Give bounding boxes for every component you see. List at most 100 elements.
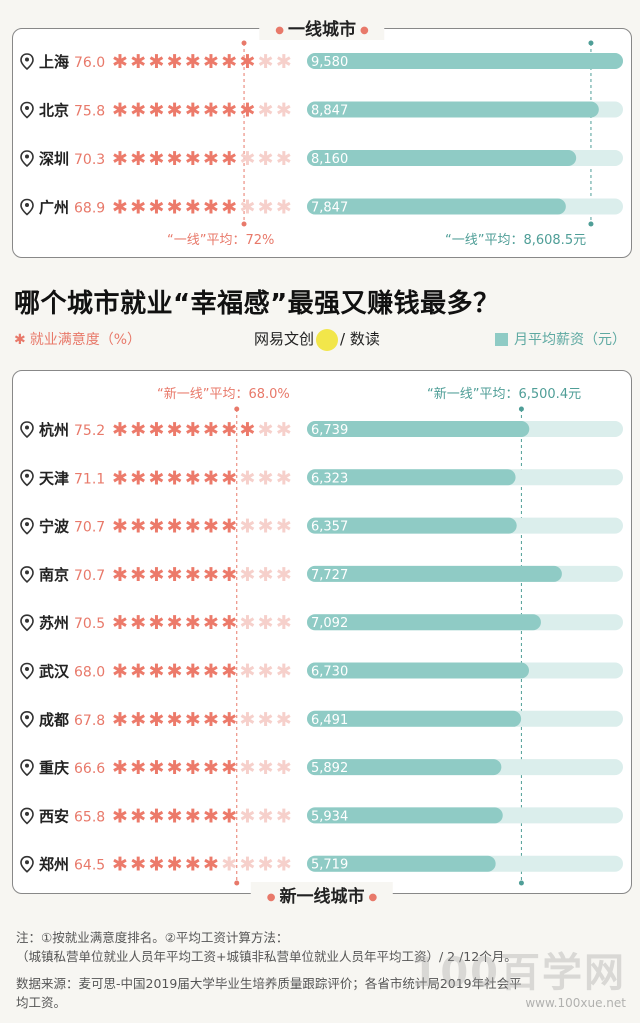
satisfaction-star: ✱ [112,467,128,489]
satisfaction-star: ✱ [276,612,292,634]
satisfaction-value: 70.7 [74,568,105,584]
location-pin-icon [20,566,34,583]
satisfaction-star: ✱ [276,564,292,586]
satisfaction-star: ✱ [167,467,183,489]
satisfaction-star: ✱ [112,516,128,538]
satisfaction-star: ✱ [239,100,255,122]
location-pin-icon [20,198,34,216]
source-line: 均工资。 [16,995,67,1010]
notes: 注：①按就业满意度排名。②平均工资计算方法： （城镇私营单位就业人员年平均工资+… [16,928,620,1012]
location-pin-icon [20,614,34,632]
satisfaction-star: ✱ [239,197,255,219]
satisfaction-value: 68.0 [74,665,105,681]
satisfaction-star: ✱ [203,100,219,122]
satisfaction-star: ✱ [167,709,183,731]
satisfaction-star: ✱ [276,757,292,779]
satisfaction-star: ✱ [203,564,219,586]
salary-bar [307,710,522,727]
satisfaction-star: ✱ [130,854,146,876]
satisfaction-star: ✱ [112,564,128,586]
headline: 哪个城市就业“幸福感”最强又赚钱最多？ [14,289,500,319]
satisfaction-star: ✱ [167,805,183,827]
satisfaction-star: ✱ [130,51,146,73]
satisfaction-star: ✱ [167,148,183,170]
satisfaction-star: ✱ [258,197,274,219]
satisfaction-star: ✱ [258,612,274,634]
satisfaction-star: ✱ [148,51,164,73]
pin-outline [20,198,34,216]
tier2-panel: 杭州 75.2 ✱ ✱ ✱ ✱ ✱ ✱ ✱ ✱ ✱ ✱ 6,739 天津 71.1 ✱ ✱ ✱ ✱ ✱ ✱ ✱ ✱ ✱ ✱ 6,3… [12,370,632,907]
satisfaction-star: ✱ [185,197,201,219]
satisfaction-star: ✱ [258,51,274,73]
avg-salary-label: “新一线”平均：6,500.4元 [427,386,581,402]
satisfaction-star: ✱ [185,661,201,683]
satisfaction-star: ✱ [112,51,128,73]
satisfaction-star: ✱ [167,419,183,441]
pin-dot [25,618,29,623]
satisfaction-star: ✱ [276,516,292,538]
pin-dot [25,473,29,478]
note-line: （城镇私营单位就业人员年平均工资+城镇非私营单位就业人员年平均工资）/ 2 /1… [16,949,517,964]
satisfaction-star: ✱ [130,709,146,731]
satisfaction-star: ✱ [258,661,274,683]
satisfaction-star: ✱ [203,516,219,538]
satisfaction-star: ✱ [221,854,237,876]
pin-dot [25,106,29,110]
satisfaction-star: ✱ [258,757,274,779]
city-label: 杭州 [39,421,69,439]
satisfaction-star: ✱ [148,709,164,731]
location-pin-icon [20,421,34,439]
satisfaction-star: ✱ [239,419,255,441]
satisfaction-star: ✱ [185,805,201,827]
avg-line-dot [234,880,240,886]
satisfaction-star: ✱ [167,612,183,634]
location-pin-icon [20,759,34,777]
satisfaction-star: ✱ [221,757,237,779]
satisfaction-star: ✱ [112,757,128,779]
satisfaction-star: ✱ [167,854,183,876]
satisfaction-value: 70.3 [74,152,105,168]
salary-value: 6,357 [311,520,348,535]
satisfaction-star: ✱ [112,100,128,122]
salary-bar [307,662,529,679]
satisfaction-star: ✱ [239,51,255,73]
salary-value: 8,847 [311,104,348,119]
legend: ✱ 就业满意度（%） 网易文创 / 数读 月平均薪资（元） [14,328,626,351]
satisfaction-star: ✱ [167,516,183,538]
city-label: 上海 [39,53,69,71]
satisfaction-star: ✱ [185,467,201,489]
pin-outline [20,807,34,825]
satisfaction-star: ✱ [148,419,164,441]
salary-value: 9,580 [311,55,348,70]
pin-outline [20,150,34,168]
satisfaction-value: 68.9 [74,201,105,217]
salary-bar [307,759,502,776]
satisfaction-star: ✱ [221,148,237,170]
satisfaction-star: ✱ [203,51,219,73]
location-pin-icon [20,469,34,487]
satisfaction-star: ✱ [148,854,164,876]
satisfaction-star: ✱ [167,661,183,683]
pin-dot [25,763,29,768]
satisfaction-star: ✱ [221,612,237,634]
legend-satisfaction: ✱ 就业满意度（%） [14,332,142,348]
city-label: 郑州 [39,856,69,874]
city-label: 重庆 [39,759,69,777]
bar-swatch-icon [495,333,508,346]
satisfaction-star: ✱ [112,661,128,683]
satisfaction-star: ✱ [185,564,201,586]
pin-outline [20,710,34,728]
city-label: 成都 [39,711,69,729]
satisfaction-star: ✱ [130,757,146,779]
star-icon: ✱ [14,332,26,348]
pin-outline [20,53,34,71]
pin-outline [20,421,34,439]
avg-salary-label: “一线”平均：8,608.5元 [445,233,586,248]
satisfaction-star: ✱ [167,564,183,586]
salary-bar [307,807,503,824]
pin-dot [25,667,29,671]
satisfaction-star: ✱ [203,661,219,683]
satisfaction-star: ✱ [112,197,128,219]
satisfaction-star: ✱ [221,661,237,683]
pin-outline [20,759,34,777]
